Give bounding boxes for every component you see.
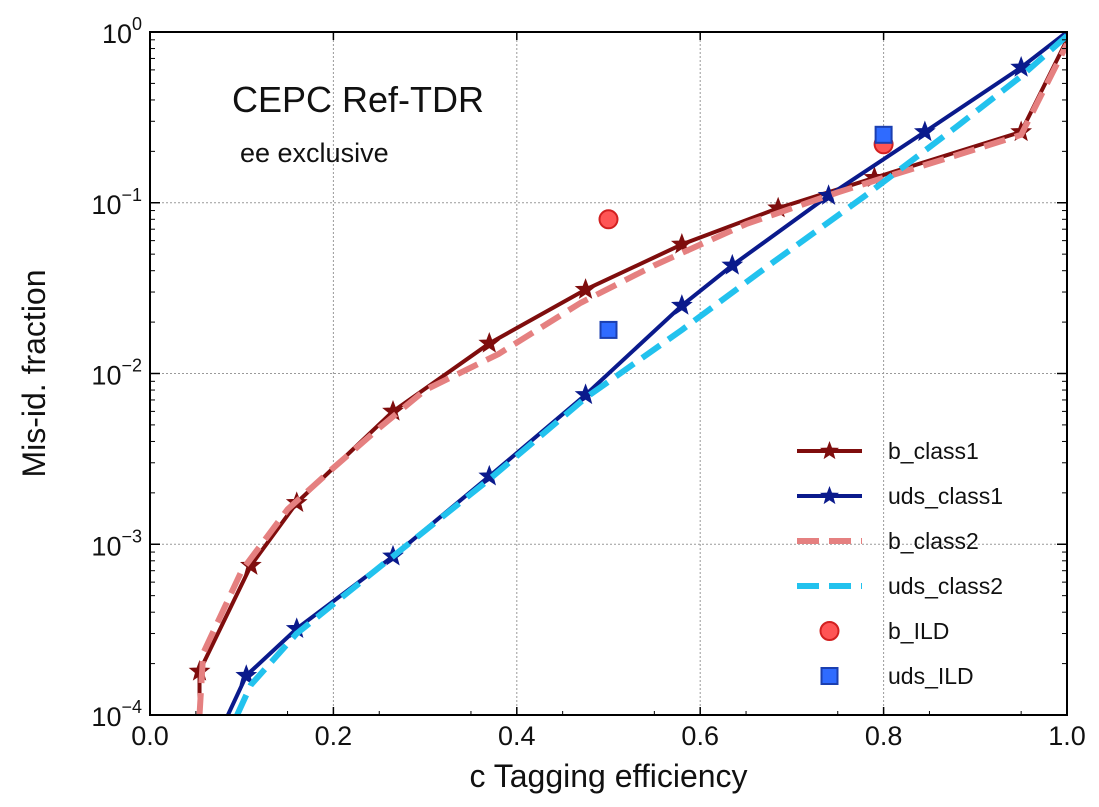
y-tick-exponent: −3 bbox=[121, 526, 142, 546]
y-tick-base: 10 bbox=[91, 702, 121, 732]
legend-label: b_class2 bbox=[888, 528, 979, 554]
legend-item-b_class2: b_class2 bbox=[797, 528, 979, 554]
b_class1-point bbox=[240, 554, 262, 575]
x-tick-label: 0.2 bbox=[315, 721, 353, 751]
axis-ticks bbox=[149, 31, 1068, 716]
uds_class1-point bbox=[913, 120, 936, 142]
legend-star-marker bbox=[819, 441, 840, 460]
legend-label: b_ILD bbox=[888, 618, 949, 644]
x-tick-label: 0.8 bbox=[865, 721, 903, 751]
y-tick-base: 10 bbox=[91, 190, 121, 220]
legend-circle-marker bbox=[819, 621, 840, 641]
y-tick-exponent: −4 bbox=[121, 697, 142, 717]
legend-item-b_ILD: b_ILD bbox=[819, 618, 949, 644]
uds_class2-line bbox=[234, 33, 1067, 715]
x-tick-label: 0.4 bbox=[498, 721, 536, 751]
y-tick-exponent: −1 bbox=[121, 185, 142, 205]
legend-label: b_class1 bbox=[888, 438, 979, 464]
b_class1-point bbox=[670, 233, 693, 254]
legend-label: uds_class2 bbox=[888, 573, 1003, 599]
series-uds_ILD bbox=[599, 125, 893, 339]
uds_class1-point bbox=[670, 294, 693, 315]
legend-item-uds_class2: uds_class2 bbox=[797, 573, 1003, 599]
y-axis-title: Mis-id. fraction bbox=[16, 269, 52, 477]
y-tick-exponent: −2 bbox=[121, 356, 142, 376]
legend-item-b_class1: b_class1 bbox=[797, 438, 979, 464]
x-tick-labels: 0.0 0.2 0.4 0.6 0.8 1.0 bbox=[131, 721, 1086, 751]
uds_class1-point bbox=[235, 664, 258, 685]
uds_ILD-point bbox=[599, 320, 618, 339]
uds_class1-point bbox=[1010, 56, 1033, 77]
b_class1-point bbox=[478, 332, 501, 353]
y-tick-base: 10 bbox=[102, 19, 132, 49]
legend-item-uds_class1: uds_class1 bbox=[797, 483, 1003, 509]
legend-label: uds_ILD bbox=[888, 663, 974, 689]
x-axis-title: c Tagging efficiency bbox=[469, 758, 747, 794]
x-tick-label: 0.0 bbox=[131, 721, 169, 751]
legend-square-marker bbox=[820, 667, 839, 685]
uds_ILD-point bbox=[874, 125, 893, 144]
uds_class1-point bbox=[721, 253, 744, 275]
y-tick-label: 10−1 bbox=[91, 185, 142, 220]
y-tick-label: 10−3 bbox=[91, 526, 142, 561]
y-tick-base: 10 bbox=[91, 531, 121, 561]
legend-label: uds_class1 bbox=[888, 483, 1003, 509]
b_class1-point bbox=[574, 278, 597, 299]
y-tick-exponent: 0 bbox=[132, 14, 142, 34]
annotation-subtitle: ee exclusive bbox=[240, 138, 389, 168]
x-tick-label: 1.0 bbox=[1048, 721, 1086, 751]
uds_class1-line bbox=[226, 32, 1067, 715]
annotation-title: CEPC Ref-TDR bbox=[232, 79, 484, 120]
legend-star-marker bbox=[819, 486, 840, 505]
y-tick-label: 10−2 bbox=[91, 356, 142, 391]
series-layer bbox=[188, 32, 1067, 715]
legend: b_class1 uds_class1 b_class2 uds_class2 b_IL… bbox=[797, 438, 1003, 689]
series-uds_class2 bbox=[234, 33, 1067, 715]
y-tick-label: 10−4 bbox=[91, 697, 142, 732]
y-tick-label: 100 bbox=[102, 14, 142, 49]
x-tick-label: 0.6 bbox=[681, 721, 719, 751]
legend-item-uds_ILD: uds_ILD bbox=[820, 663, 974, 689]
y-tick-base: 10 bbox=[91, 361, 121, 391]
b_ILD-point bbox=[598, 209, 619, 230]
